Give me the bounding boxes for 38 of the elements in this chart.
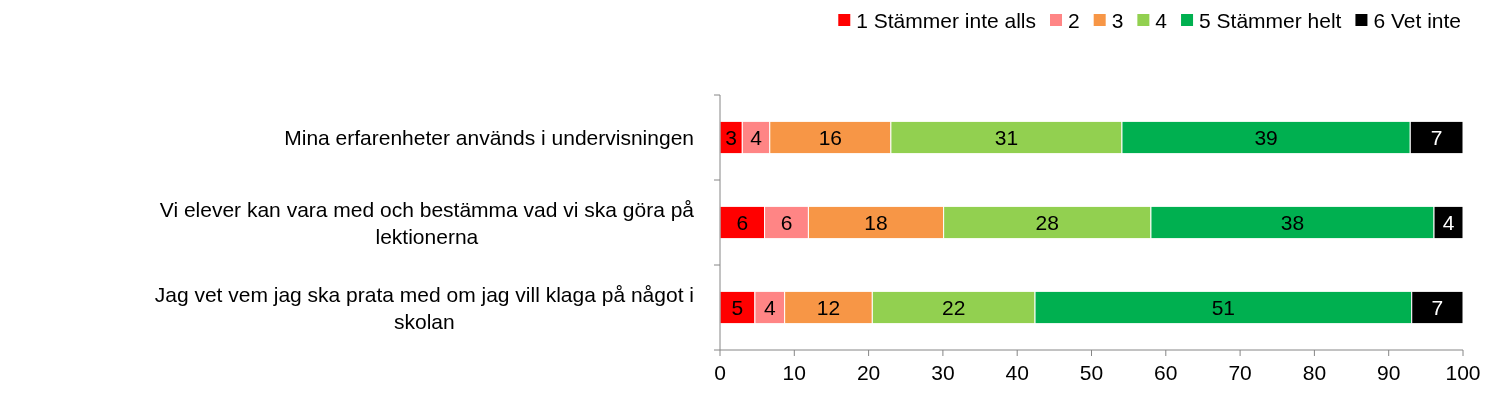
data-label: 7 xyxy=(1431,296,1444,319)
legend-label: 3 xyxy=(1111,8,1124,32)
legend-label: 6 Vet inte xyxy=(1373,8,1462,32)
x-tick-label: 40 xyxy=(1005,360,1029,384)
x-tick-label: 0 xyxy=(714,360,726,384)
data-label: 38 xyxy=(1280,211,1305,234)
legend-label: 4 xyxy=(1155,8,1168,32)
x-tick-label: 20 xyxy=(856,360,881,384)
legend-label: 1 Stämmer inte alls xyxy=(856,8,1037,32)
y-tick-label: Vi elever kan vara med och bestämma vad vi ska göra på lektionerna xyxy=(159,197,695,248)
data-label: 4 xyxy=(750,126,763,149)
data-label: 31 xyxy=(994,126,1019,149)
legend-label: 5 Stämmer helt xyxy=(1199,8,1342,32)
x-tick-label: 80 xyxy=(1302,360,1327,384)
data-label: 5 xyxy=(731,296,744,319)
data-label: 6 xyxy=(736,211,749,234)
data-label: 7 xyxy=(1430,126,1443,149)
x-tick-label: 60 xyxy=(1154,360,1178,384)
x-tick-label: 100 xyxy=(1445,360,1481,384)
data-label: 6 xyxy=(780,211,793,234)
data-label: 28 xyxy=(1035,211,1059,234)
legend-label: 2 xyxy=(1068,8,1080,32)
y-tick-label: Mina erfarenheter används i undervisningen xyxy=(284,126,694,149)
data-label: 3 xyxy=(725,126,737,149)
x-tick-label: 70 xyxy=(1228,360,1252,384)
x-tick-label: 50 xyxy=(1079,360,1104,384)
x-tick-label: 90 xyxy=(1377,360,1401,384)
x-tick-label: 30 xyxy=(931,360,955,384)
data-label: 4 xyxy=(763,296,776,319)
y-tick-label: Jag vet vem jag ska prata med om jag vill klaga på något i skolan xyxy=(154,282,695,333)
data-label: 4 xyxy=(1442,211,1455,234)
data-label: 12 xyxy=(816,296,841,319)
data-label: 39 xyxy=(1254,126,1278,149)
x-tick-label: 10 xyxy=(782,360,806,384)
data-label: 22 xyxy=(941,296,966,319)
data-label: 18 xyxy=(864,211,888,234)
data-label: 16 xyxy=(818,126,843,149)
data-label: 51 xyxy=(1211,296,1236,319)
